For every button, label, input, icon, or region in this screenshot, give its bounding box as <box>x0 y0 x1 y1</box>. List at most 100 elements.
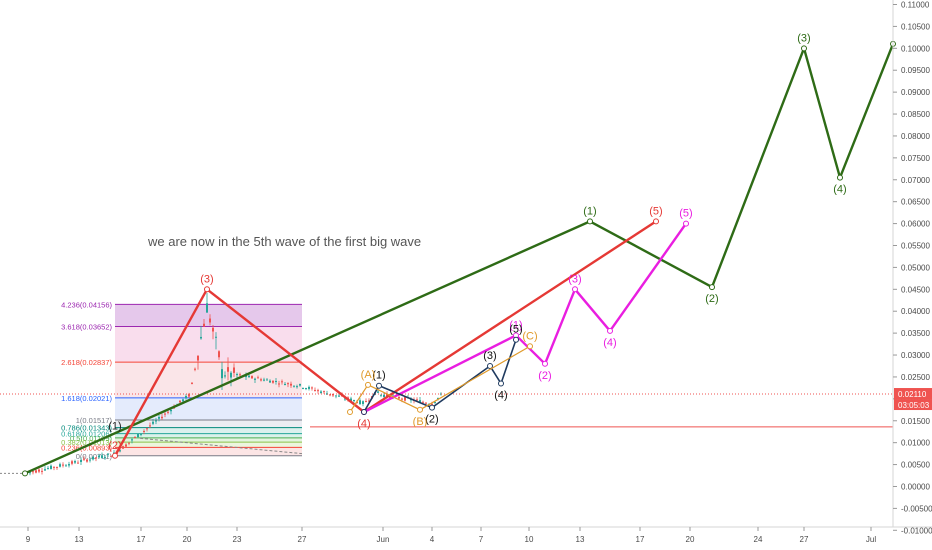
candle-body <box>158 416 160 419</box>
candle-body <box>68 464 70 466</box>
price-tick-label: 0.06000 <box>901 220 930 229</box>
candle-body <box>107 453 109 455</box>
wave-point[interactable] <box>487 362 493 369</box>
time-tick-label: 13 <box>75 535 84 544</box>
wave-label: (4) <box>603 337 616 349</box>
price-tick-label: 0.04000 <box>901 307 930 316</box>
candle-body <box>320 391 322 394</box>
wave-point[interactable] <box>112 452 118 459</box>
wave-point[interactable] <box>572 286 578 293</box>
wave-point[interactable] <box>417 406 423 413</box>
wave-point[interactable] <box>709 284 715 291</box>
wave-point[interactable] <box>347 408 353 415</box>
price-tick-label: 0.07000 <box>901 176 930 185</box>
candle-body <box>263 379 265 381</box>
candle-body <box>71 461 73 464</box>
time-tick-label: 17 <box>137 535 146 544</box>
wave-label: (2) <box>425 414 438 426</box>
price-axis[interactable]: 0.11000 0.10500 0.10000 0.09500 0.09000 0.085… <box>892 0 932 535</box>
price-tick-label: 0.10500 <box>901 22 930 31</box>
candle-body <box>332 393 334 396</box>
candle-body <box>419 400 421 404</box>
time-tick-label: 9 <box>26 535 31 544</box>
wave-point[interactable] <box>365 381 371 388</box>
wave-point[interactable] <box>542 360 548 367</box>
price-tick-label: 0.01500 <box>901 417 930 426</box>
wave-point[interactable] <box>683 220 689 227</box>
wave-label: (5) <box>649 205 662 217</box>
candle-body <box>140 433 142 435</box>
wave-label: (2) <box>108 440 121 452</box>
wave-line[interactable] <box>113 220 657 457</box>
wave-point[interactable] <box>801 45 807 52</box>
wave-point[interactable] <box>837 174 843 181</box>
time-tick-label: 27 <box>298 535 307 544</box>
candle-body <box>152 421 154 424</box>
candle-body <box>335 395 337 397</box>
candle-body <box>296 386 298 388</box>
candlestick-series <box>26 292 442 476</box>
candle-body <box>104 457 106 459</box>
wave-point[interactable] <box>653 218 659 225</box>
candle-body <box>209 318 211 323</box>
elliott-wave-drawings[interactable]: (1)(2)(3)(4)(2)(3)(4)(5)(1)(2)(3)(4)(5)(… <box>22 32 896 477</box>
candle-body <box>185 396 187 399</box>
wave-line[interactable] <box>363 222 687 414</box>
candle-body <box>431 403 433 405</box>
wave-label: (4) <box>833 184 846 196</box>
candle-body <box>251 376 253 379</box>
candle-body <box>119 450 121 452</box>
price-tick-label: 0.01000 <box>901 439 930 448</box>
time-tick-label: Jun <box>377 535 390 544</box>
time-tick-label: 13 <box>576 535 585 544</box>
fib-level-label: 0(0.00701) <box>76 452 113 461</box>
candle-body <box>224 375 226 377</box>
candle-body <box>323 391 325 393</box>
wave-point[interactable] <box>527 343 533 350</box>
wave-point[interactable] <box>587 218 593 225</box>
price-tick-label: 0.09000 <box>901 88 930 97</box>
candle-body <box>191 382 193 384</box>
candle-body <box>311 387 313 389</box>
wave-point[interactable] <box>513 336 519 343</box>
fib-level-label: 0.5(0.01109) <box>70 434 112 443</box>
time-axis[interactable]: 9 13 17 20 23 27 Jun 4 7 10 13 17 20 24 27 Jul <box>0 526 932 544</box>
chart-annotation[interactable]: we are now in the 5th wave of the first … <box>147 234 421 249</box>
candle-body <box>377 391 379 393</box>
fib-level-label: 4.236(0.04156) <box>61 300 112 309</box>
candle-body <box>284 383 286 386</box>
wave-point[interactable] <box>204 286 210 293</box>
candle-body <box>29 472 31 474</box>
wave-label: (1) <box>108 421 121 433</box>
fibonacci-retracement[interactable]: 4.236(0.04156) 3.618(0.03652) 2.618(0.0283… <box>61 300 302 461</box>
candle-body <box>149 425 151 427</box>
candle-body <box>302 387 304 389</box>
time-tick-label: 7 <box>479 535 484 544</box>
wave-point[interactable] <box>607 327 613 334</box>
candle-body <box>362 401 364 404</box>
candle-body <box>266 379 268 381</box>
fib-band <box>115 442 302 448</box>
candle-body <box>290 383 292 386</box>
candle-body <box>110 455 112 457</box>
candle-body <box>248 375 250 378</box>
candle-body <box>182 399 184 402</box>
fib-level-label: 2.618(0.02837) <box>61 358 112 367</box>
wave-point[interactable] <box>498 380 504 387</box>
candle-body <box>380 394 382 396</box>
wave-point[interactable] <box>376 382 382 389</box>
candle-body <box>239 374 241 376</box>
candle-body <box>434 401 436 403</box>
candle-body <box>206 303 208 313</box>
wave-point[interactable] <box>429 404 435 411</box>
wave-point[interactable] <box>361 408 367 415</box>
wave-label: (5) <box>509 324 522 336</box>
wave-line[interactable] <box>349 345 531 413</box>
wave-line[interactable] <box>24 43 895 475</box>
candle-body <box>65 465 67 467</box>
candle-body <box>314 389 316 391</box>
wave-point[interactable] <box>22 470 28 477</box>
wave-label: (1) <box>509 319 522 331</box>
candle-body <box>41 470 43 472</box>
